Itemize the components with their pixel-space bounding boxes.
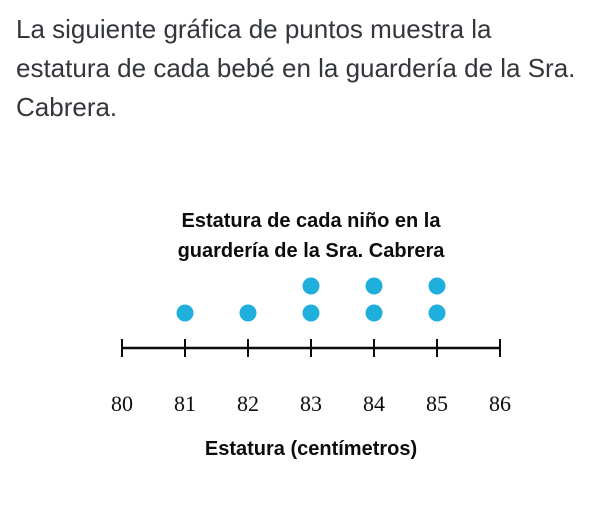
- data-dot: [302, 304, 320, 322]
- data-dot: [365, 277, 383, 295]
- data-dot: [365, 304, 383, 322]
- x-axis: 80 81 82 83 84 85 86: [111, 339, 511, 416]
- chart-title-line-1: Estatura de cada niño en la: [182, 210, 442, 232]
- x-tick-label: 83: [300, 391, 322, 416]
- x-tick-label: 85: [426, 391, 448, 416]
- x-axis-label: Estatura (centímetros): [205, 438, 417, 460]
- chart-title-line-2: guardería de la Sra. Cabrera: [178, 240, 446, 262]
- x-tick-label: 80: [111, 391, 133, 416]
- data-dot: [239, 304, 257, 322]
- x-tick-label: 81: [174, 391, 196, 416]
- x-tick-label: 84: [363, 391, 385, 416]
- dots-layer: [176, 277, 446, 322]
- x-tick-label: 86: [489, 391, 511, 416]
- data-dot: [302, 277, 320, 295]
- question-text: La siguiente gráfica de puntos muestra l…: [16, 14, 576, 122]
- data-dot: [428, 304, 446, 322]
- data-dot: [428, 277, 446, 295]
- data-dot: [176, 304, 194, 322]
- x-tick-label: 82: [237, 391, 259, 416]
